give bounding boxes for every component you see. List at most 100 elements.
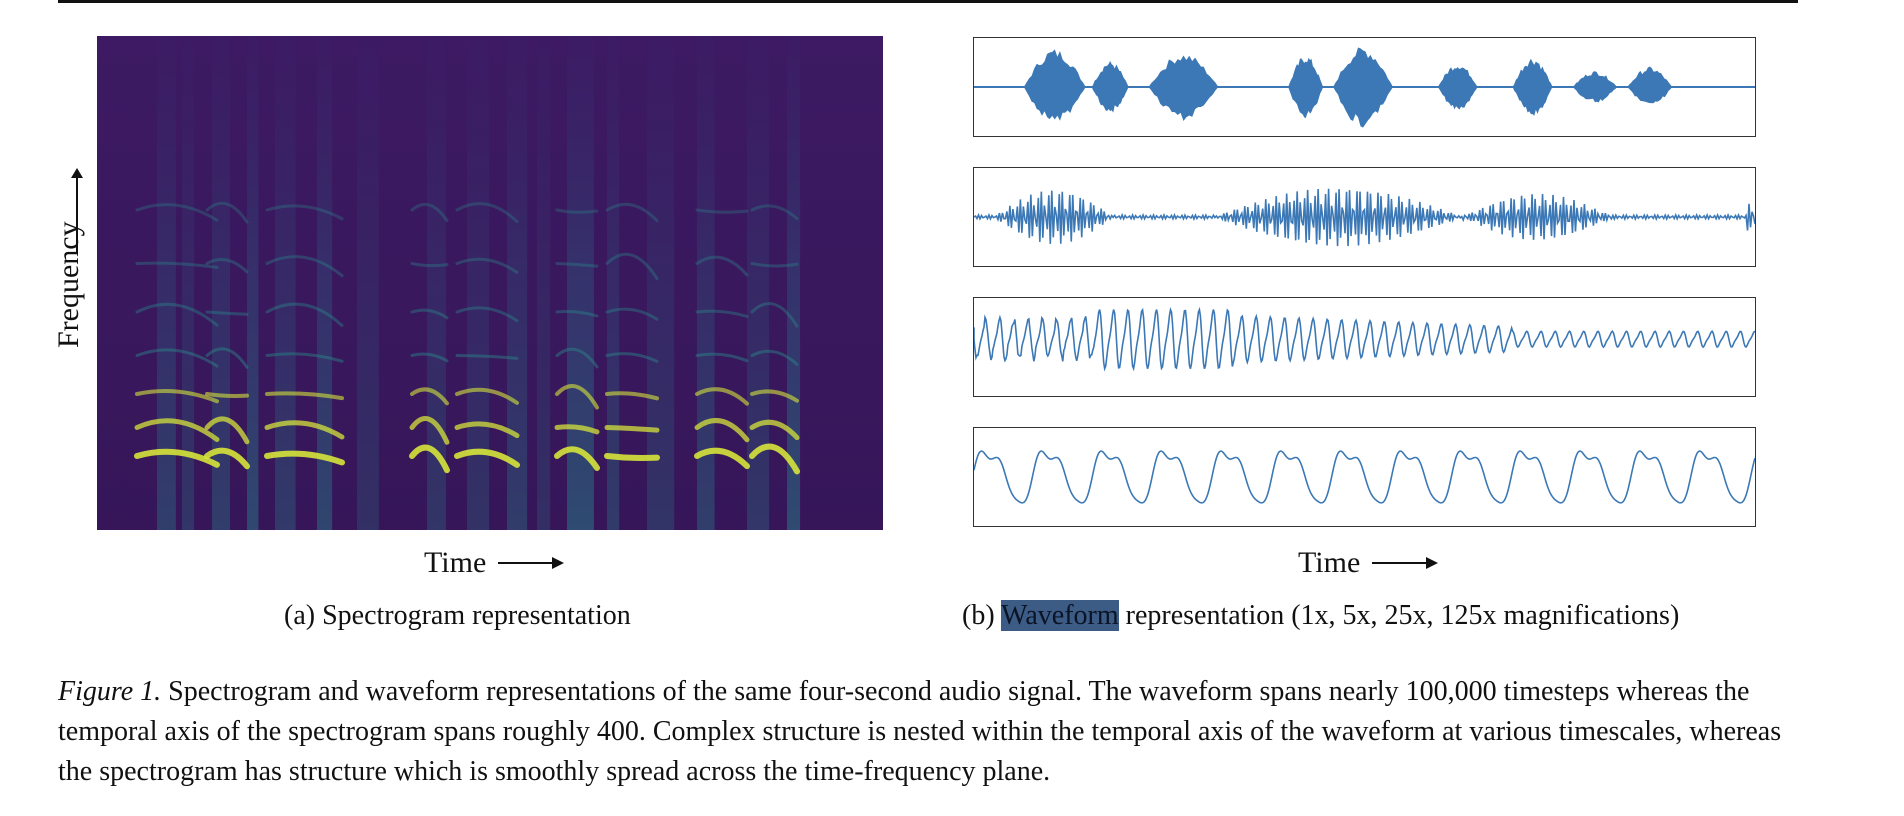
- spectrogram-column: [607, 36, 620, 530]
- spectrogram-column: [157, 36, 176, 530]
- waveform-burst: [1091, 60, 1129, 113]
- right-arrow-icon: [498, 557, 565, 569]
- waveform-burst: [1023, 49, 1086, 121]
- spectrogram-harmonic: [410, 387, 449, 406]
- spectrogram-harmonic: [750, 262, 799, 268]
- waveform-burst: [1437, 67, 1478, 110]
- spectrogram-harmonic: [694, 418, 750, 443]
- spectrogram-harmonic: [410, 308, 449, 320]
- spectrogram-column: [275, 36, 296, 530]
- spectrogram-harmonic: [750, 389, 799, 403]
- spectrogram-harmonic: [455, 387, 519, 405]
- spectrogram-harmonic: [695, 352, 749, 363]
- figure-caption-text: Spectrogram and waveform representations…: [58, 676, 1782, 787]
- waveform-1x-plot: [974, 47, 1755, 128]
- spectrogram-harmonic: [605, 202, 659, 223]
- waveform-125x-plot: [974, 450, 1755, 504]
- spectrogram-column: [787, 36, 801, 530]
- spectrogram-harmonic: [205, 347, 249, 369]
- waveform-burst: [1572, 71, 1618, 103]
- spectrogram-harmonic: [555, 262, 599, 268]
- spectrogram-harmonic: [604, 453, 660, 461]
- spectrogram-harmonic: [264, 450, 345, 466]
- spectrogram-harmonic: [555, 384, 599, 410]
- spectrogram-column: [647, 36, 675, 530]
- spectrogram-harmonic: [455, 257, 519, 274]
- spectrogram-column: [467, 36, 490, 530]
- highlighted-word[interactable]: Waveform: [1001, 600, 1119, 631]
- spectrogram-harmonic: [695, 387, 749, 406]
- subcaption-b-prefix: (b): [962, 600, 995, 631]
- spectrogram-harmonic: [135, 302, 219, 327]
- waveform-trace: [974, 188, 1755, 247]
- spectrogram-column: [182, 36, 195, 530]
- waveform-burst: [1288, 57, 1324, 119]
- waveform-25x-plot: [974, 306, 1755, 372]
- spectrogram-harmonic: [265, 302, 344, 327]
- spectrogram-harmonic: [454, 421, 520, 439]
- spectrogram-harmonic: [605, 252, 659, 281]
- spectrogram-harmonic: [410, 352, 449, 363]
- spectrogram-column: [247, 36, 259, 530]
- waveform-burst: [1512, 58, 1553, 116]
- waveform-trace: [974, 306, 1755, 372]
- frequency-label-text: Frequency: [52, 221, 85, 348]
- spectrogram-harmonic: [409, 444, 450, 474]
- spectrogram-harmonic: [555, 310, 599, 318]
- figure-caption-label: Figure 1.: [58, 676, 162, 707]
- figure-caption: Figure 1. Spectrogram and waveform repre…: [58, 672, 1798, 792]
- waveform-burst: [1627, 66, 1673, 104]
- spectrogram-column: [317, 36, 333, 530]
- spectrogram-harmonic: [264, 420, 345, 440]
- right-arrow-icon: [1372, 557, 1439, 569]
- waveform-trace: [974, 450, 1755, 504]
- spectrogram-column: [697, 36, 715, 530]
- spectrogram-column: [212, 36, 230, 530]
- spectrogram-harmonic: [265, 352, 344, 363]
- spectrogram-harmonic: [265, 391, 344, 401]
- spectrogram-harmonic: [604, 425, 660, 433]
- spectrogram-harmonic: [265, 204, 344, 221]
- spectrogram-harmonic: [554, 424, 600, 435]
- spectrogram-harmonic: [605, 391, 659, 401]
- spectrogram-harmonic: [409, 416, 450, 445]
- spectrogram-image: [97, 36, 883, 530]
- spectrogram-harmonic: [135, 203, 219, 222]
- spectrogram-harmonic: [205, 310, 249, 316]
- spectrogram-harmonic: [749, 443, 800, 475]
- spectrogram-harmonic: [749, 419, 800, 441]
- waveform-panel-5x: [973, 167, 1756, 267]
- subcaption-b: (b) Waveform representation (1x, 5x, 25x…: [962, 600, 1680, 631]
- frequency-axis-label: Frequency: [50, 168, 94, 404]
- waveform-burst: [1148, 55, 1219, 122]
- spectrogram-harmonic: [750, 204, 799, 221]
- spectrogram-harmonic: [204, 416, 250, 445]
- spectrogram-harmonic: [134, 448, 220, 468]
- spectrogram-harmonic: [605, 307, 659, 321]
- time-axis-label-b: Time: [1298, 546, 1439, 579]
- spectrogram-harmonic: [555, 208, 599, 214]
- subcaption-b-rest: representation (1x, 5x, 25x, 125x magnif…: [1125, 600, 1680, 631]
- spectrogram-harmonic: [455, 306, 519, 323]
- spectrogram-harmonic: [204, 447, 250, 470]
- top-rule: [58, 0, 1798, 3]
- spectrogram-harmonic: [455, 202, 519, 224]
- spectrogram-harmonic: [134, 418, 220, 443]
- spectrogram-harmonic: [410, 262, 449, 268]
- spectrogram-harmonic: [750, 349, 799, 366]
- spectrogram-harmonic: [265, 255, 344, 278]
- spectrogram-harmonic: [695, 309, 749, 318]
- spectrogram-column: [507, 36, 528, 530]
- waveform-panel-1x: [973, 37, 1756, 137]
- waveform-panel-125x: [973, 427, 1756, 527]
- spectrogram-harmonic: [410, 202, 449, 223]
- spectrogram-harmonic: [554, 446, 600, 471]
- spectrogram-harmonic: [135, 389, 219, 404]
- spectrogram-harmonic: [694, 447, 750, 470]
- spectrogram-harmonic: [750, 302, 799, 328]
- spectrogram-harmonic: [695, 208, 749, 214]
- spectrogram-harmonic: [135, 348, 219, 368]
- time-label-text: Time: [1298, 546, 1361, 579]
- spectrogram-harmonic: [454, 448, 520, 468]
- spectrogram-harmonic: [135, 261, 219, 269]
